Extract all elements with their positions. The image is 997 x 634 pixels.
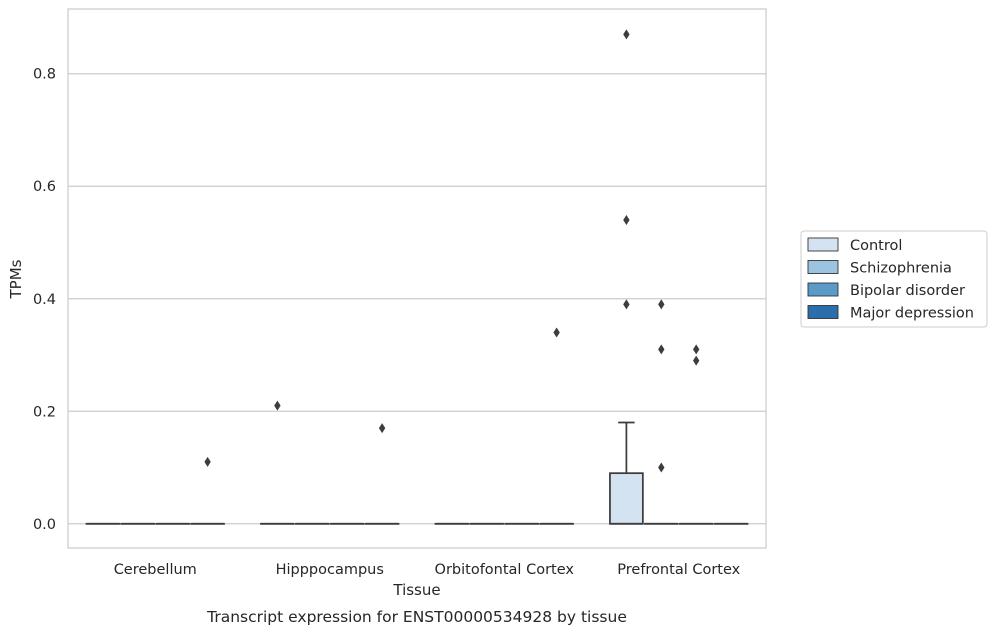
legend-swatch — [807, 260, 839, 274]
plot-area — [67, 8, 767, 549]
outlier-point — [693, 355, 700, 366]
grid-lines — [68, 73, 766, 525]
legend-item: Major depression — [807, 305, 974, 322]
box-major-depression — [539, 327, 574, 525]
legend-label: Major depression — [850, 306, 974, 322]
x-tick-label: Hipppocampus — [276, 562, 384, 578]
legend-swatch — [807, 282, 839, 297]
y-tick-label: 0.0 — [33, 517, 56, 533]
legend-item: Schizophrenia — [807, 260, 952, 277]
box-schizophrenia — [643, 299, 679, 525]
outlier-point — [658, 299, 665, 310]
legend-label: Bipolar disorder — [850, 283, 965, 299]
outlier-point — [204, 456, 211, 467]
box-control — [260, 400, 295, 525]
legend-item: Bipolar disorder — [807, 282, 965, 299]
outlier-point — [623, 29, 630, 40]
x-axis-label: Tissue — [392, 581, 440, 599]
legend-item: Control — [807, 237, 902, 254]
legend-frame — [800, 230, 988, 328]
y-tick-label: 0.6 — [33, 179, 56, 195]
legend-swatch — [807, 305, 839, 319]
boxes — [85, 29, 749, 525]
legend: Control Schizophrenia Bipolar disorder Majo… — [800, 230, 988, 328]
outlier-point — [623, 299, 630, 310]
x-tick-label: Cerebellum — [114, 562, 197, 578]
outlier-point — [658, 462, 665, 473]
outlier-point — [274, 400, 281, 411]
y-tick-label: 0.4 — [33, 292, 56, 308]
x-tick-labels: Cerebellum Hipppocampus Orbitofontal Corte… — [114, 562, 741, 578]
box-body — [609, 472, 644, 525]
y-tick-label: 0.2 — [33, 404, 56, 420]
x-tick-label: Prefrontal Cortex — [617, 562, 740, 578]
y-tick-labels: 0.0 0.2 0.4 0.6 0.8 — [33, 67, 56, 533]
box-control — [609, 29, 644, 525]
box-major-depression — [190, 456, 225, 525]
y-tick-label: 0.8 — [33, 67, 56, 83]
outlier-point — [378, 423, 386, 434]
legend-label: Schizophrenia — [850, 261, 952, 277]
box-bipolar-disorder — [678, 344, 714, 525]
chart-caption: Transcript expression for ENST0000053492… — [206, 608, 627, 626]
legend-label: Control — [850, 238, 902, 254]
box-major-depression — [364, 423, 400, 525]
outlier-point — [623, 214, 630, 225]
outlier-point — [658, 344, 665, 355]
legend-swatch — [807, 237, 839, 252]
outlier-point — [553, 327, 560, 338]
outlier-point — [693, 344, 700, 355]
y-axis-label: TPMs — [7, 259, 25, 299]
x-tick-label: Orbitofontal Cortex — [435, 562, 575, 578]
